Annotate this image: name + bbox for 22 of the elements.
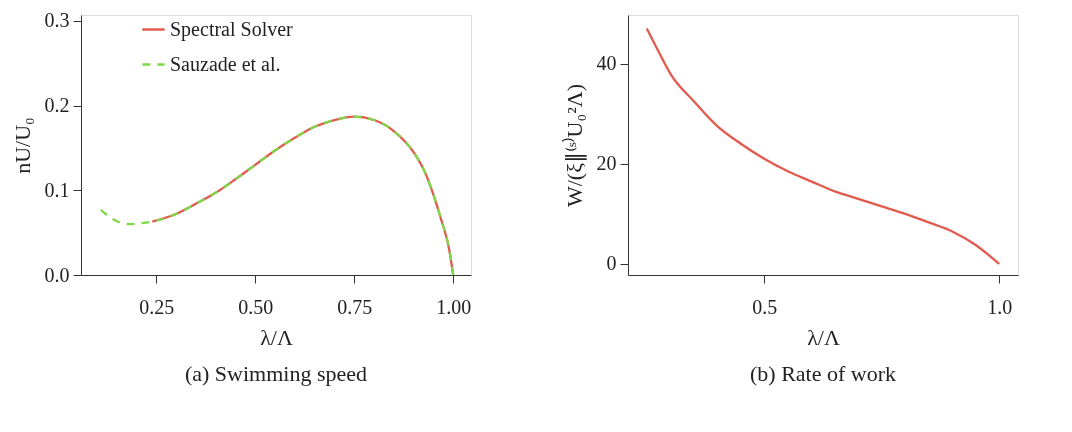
x-tick-label: 1.00 <box>436 295 472 318</box>
x-tick-label: 0.25 <box>139 295 175 318</box>
legend-label: Sauzade et al. <box>170 52 281 75</box>
y-tick-label: 0.3 <box>44 9 70 32</box>
y-tick-label: 0.0 <box>44 263 70 286</box>
y-tick-label: 20 <box>596 152 617 175</box>
x-axis-title: λ/Λ <box>260 324 293 350</box>
text: (a) Swimming speed <box>184 361 368 386</box>
text: (b) Rate of work <box>749 361 897 386</box>
x-tick-label: 0.5 <box>752 295 778 318</box>
y-axis-title: nU/U₀ <box>9 117 35 174</box>
y-tick-label: 40 <box>596 52 617 75</box>
x-tick-label: 0.50 <box>238 295 274 318</box>
y-axis-title: W/(ξ∥⁽ˢ⁾U₀²Λ) <box>561 83 587 208</box>
x-axis-title: λ/Λ <box>807 324 840 350</box>
y-tick-label: 0.2 <box>44 94 70 117</box>
line-series <box>645 27 1001 266</box>
y-tick-label: 0.1 <box>44 178 70 201</box>
legend-label: Spectral Solver <box>170 17 294 41</box>
x-tick-label: 0.75 <box>337 295 373 318</box>
x-tick-label: 1.0 <box>987 295 1013 318</box>
y-tick-label: 0 <box>606 252 617 275</box>
